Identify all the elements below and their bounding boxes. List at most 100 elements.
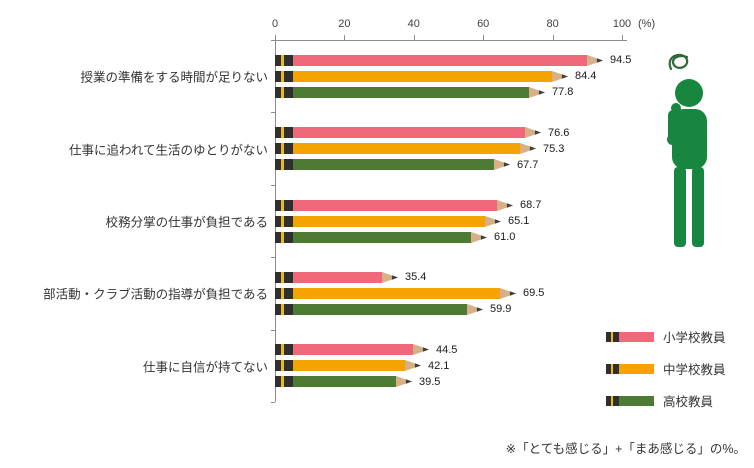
value-label: 59.9	[490, 303, 512, 316]
pencil-collar	[284, 287, 293, 299]
bar	[275, 287, 516, 299]
value-label: 67.7	[517, 158, 539, 171]
value-label: 75.3	[543, 142, 565, 155]
pencil-eraser	[275, 215, 281, 227]
legend-item: 小学校教員	[606, 327, 726, 346]
pencil-tip-icon	[471, 231, 487, 243]
bar	[275, 127, 541, 139]
pencil-body	[293, 287, 500, 299]
y-axis-tick	[271, 257, 275, 259]
legend-pencil-eraser	[606, 331, 611, 342]
x-axis-tick-label: 100	[612, 18, 632, 30]
x-axis-tick-label: 40	[407, 18, 420, 30]
pencil-eraser	[275, 376, 281, 388]
legend-pencil-band	[611, 363, 613, 374]
pencil-body	[293, 344, 413, 356]
pencil-band	[281, 143, 284, 155]
value-label: 94.5	[610, 54, 632, 67]
pencil-band	[281, 159, 284, 171]
pencil-collar	[284, 159, 293, 171]
pencil-collar	[284, 360, 293, 372]
bar	[275, 199, 513, 211]
thinking-person-icon	[667, 53, 707, 247]
pencil-band	[281, 127, 284, 139]
pencil-eraser	[275, 54, 281, 66]
pencil-tip-icon	[587, 54, 603, 66]
x-axis-tick	[552, 35, 554, 40]
pencil-body	[293, 376, 396, 388]
pencil-body	[293, 360, 405, 372]
pencil-eraser	[275, 231, 281, 243]
person-head	[675, 79, 703, 107]
pencil-collar	[284, 231, 293, 243]
bar	[275, 303, 483, 315]
value-label: 68.7	[520, 199, 542, 211]
legend-label: 高校教員	[663, 395, 714, 409]
pencil-eraser	[275, 287, 281, 299]
x-axis-line	[275, 40, 627, 41]
legend-pencil-body	[619, 331, 654, 342]
legend-pencil-body	[619, 395, 654, 406]
pencil-eraser	[275, 159, 281, 171]
person-leg-right	[692, 167, 704, 247]
legend-label: 小学校教員	[663, 331, 726, 345]
category-label: 授業の準備をする時間が足りない	[80, 70, 268, 85]
legend-swatch	[606, 331, 654, 342]
y-axis-tick	[271, 40, 275, 41]
pencil-body	[293, 271, 382, 283]
x-axis-tick	[483, 35, 485, 40]
pencil-collar	[284, 54, 293, 66]
legend-swatch	[606, 395, 654, 406]
legend-pencil-collar	[613, 395, 619, 406]
legend-item: 高校教員	[606, 391, 726, 410]
y-axis-tick	[271, 402, 275, 403]
y-axis-tick	[271, 184, 275, 186]
pencil-tip-icon	[552, 70, 568, 82]
y-axis-tick	[271, 329, 275, 331]
legend-pencil-band	[611, 395, 613, 406]
bar	[275, 271, 398, 283]
pencil-eraser	[275, 271, 281, 283]
pencil-body	[293, 143, 520, 155]
pencil-tip-icon	[525, 127, 541, 139]
y-axis-tick	[271, 112, 275, 114]
pencil-band	[281, 376, 284, 388]
category-label: 仕事に自信が持てない	[142, 360, 268, 375]
legend-pencil-collar	[613, 363, 619, 374]
bar	[275, 344, 429, 356]
x-axis-tick	[622, 35, 623, 40]
pencil-collar	[284, 376, 293, 388]
x-axis-tick-label: 60	[477, 18, 490, 30]
pencil-band	[281, 70, 284, 82]
x-axis-tick-label: 80	[546, 18, 559, 30]
legend-label: 中学校教員	[663, 363, 726, 377]
bar	[275, 70, 568, 82]
pencil-body	[293, 70, 552, 82]
pencil-band	[281, 344, 284, 356]
pencil-collar	[284, 86, 293, 98]
pencil-eraser	[275, 86, 281, 98]
value-label: 69.5	[523, 287, 545, 300]
pencil-tip-icon	[413, 344, 429, 356]
pencil-tip-icon	[494, 159, 510, 171]
pencil-collar	[284, 303, 293, 315]
value-label: 44.5	[436, 343, 458, 356]
pencil-band	[281, 54, 284, 66]
bar	[275, 54, 603, 66]
legend-pencil-band	[611, 331, 613, 342]
chart-legend: 小学校教員中学校教員高校教員	[606, 327, 726, 423]
legend-pencil-eraser	[606, 395, 611, 406]
bar	[275, 86, 545, 98]
bar	[275, 376, 412, 388]
bar	[275, 159, 510, 171]
pencil-body	[293, 231, 471, 243]
pencil-body	[293, 303, 467, 315]
pencil-eraser	[275, 143, 281, 155]
value-label: 61.0	[494, 231, 516, 243]
pencil-tip-icon	[382, 271, 398, 283]
person-hand	[671, 103, 681, 113]
legend-pencil-body	[619, 363, 654, 374]
category-label: 校務分掌の仕事が負担である	[105, 215, 268, 230]
pencil-body	[293, 199, 497, 211]
